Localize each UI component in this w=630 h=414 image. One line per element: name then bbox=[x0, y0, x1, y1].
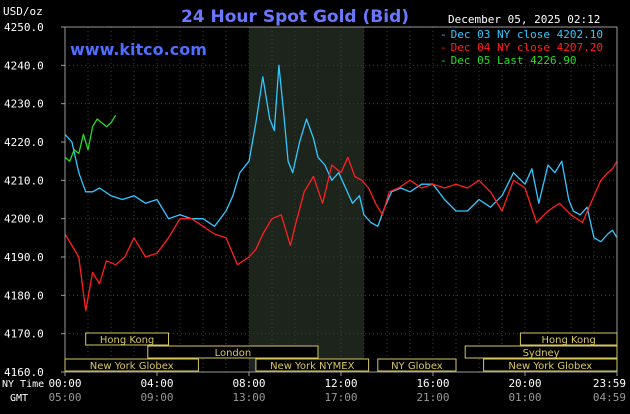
session-bar bbox=[255, 358, 370, 372]
legend-entry-dec-05: - Dec 05 Last 4226.90 bbox=[440, 54, 576, 67]
x-tick-label-gmt: 05:00 bbox=[48, 391, 81, 404]
session-label: New York NYMEX bbox=[270, 361, 355, 372]
y-tick-label: 4210.0 bbox=[4, 174, 44, 187]
session-label: Sydney bbox=[523, 348, 560, 359]
y-tick-label: 4230.0 bbox=[4, 98, 44, 111]
x-tick-label-gmt: 09:00 bbox=[140, 391, 173, 404]
x-tick-label-ny: 23:59 bbox=[593, 377, 626, 390]
y-tick-label: 4200.0 bbox=[4, 213, 44, 226]
session-bar bbox=[519, 332, 618, 346]
x-tick-label-gmt: 13:00 bbox=[232, 391, 265, 404]
series-line-dec-05 bbox=[64, 114, 117, 162]
x-tick-label-gmt: 21:00 bbox=[416, 391, 449, 404]
session-label: New York Globex bbox=[508, 361, 592, 372]
legend: - Dec 03 NY close 4202.10 - Dec 04 NY clos… bbox=[440, 28, 603, 67]
series-line-dec-03 bbox=[64, 64, 618, 243]
x-tick-label-ny: 08:00 bbox=[232, 377, 265, 390]
y-tick-label: 4240.0 bbox=[4, 59, 44, 72]
session-bar bbox=[85, 332, 169, 346]
session-bar bbox=[147, 345, 319, 359]
x-tick-label-gmt: 01:00 bbox=[508, 391, 541, 404]
y-tick-label: 4160.0 bbox=[4, 366, 44, 379]
x-tick-label-gmt: 17:00 bbox=[324, 391, 357, 404]
x-tick-label-ny: 00:00 bbox=[48, 377, 81, 390]
session-bar bbox=[377, 358, 457, 372]
y-tick-label: 4170.0 bbox=[4, 328, 44, 341]
session-label: Hong Kong bbox=[100, 335, 154, 346]
y-axis-unit-label: USD/oz bbox=[3, 5, 43, 18]
x-tick-label-ny: 20:00 bbox=[508, 377, 541, 390]
legend-entry-dec-04: - Dec 04 NY close 4207.20 bbox=[440, 41, 603, 54]
series-line-dec-04 bbox=[64, 156, 618, 312]
session-label: New York Globex bbox=[90, 361, 174, 372]
timestamp: December 05, 2025 02:12 bbox=[448, 13, 600, 26]
y-tick-label: 4180.0 bbox=[4, 289, 44, 302]
session-bar bbox=[64, 358, 199, 372]
x-tick-label-ny: 04:00 bbox=[140, 377, 173, 390]
y-tick-label: 4190.0 bbox=[4, 251, 44, 264]
y-tick-label: 4220.0 bbox=[4, 136, 44, 149]
session-label: London bbox=[215, 348, 252, 359]
gmt-row-label: GMT bbox=[10, 393, 28, 404]
x-tick-label-ny: 16:00 bbox=[416, 377, 449, 390]
x-tick-label-gmt: 04:59 bbox=[593, 391, 626, 404]
legend-entry-dec-03: - Dec 03 NY close 4202.10 bbox=[440, 28, 603, 41]
session-label: NY Globex bbox=[391, 361, 443, 372]
session-highlight-band bbox=[249, 27, 364, 372]
ny-time-row-label: NY Time bbox=[2, 379, 44, 390]
chart-title: 24 Hour Spot Gold (Bid) bbox=[181, 7, 409, 27]
session-bar bbox=[464, 345, 618, 359]
y-tick-label: 4250.0 bbox=[4, 21, 44, 34]
website-watermark: www.kitco.com bbox=[70, 40, 207, 59]
session-label: Hong Kong bbox=[542, 335, 596, 346]
session-bar bbox=[483, 358, 618, 372]
x-tick-label-ny: 12:00 bbox=[324, 377, 357, 390]
